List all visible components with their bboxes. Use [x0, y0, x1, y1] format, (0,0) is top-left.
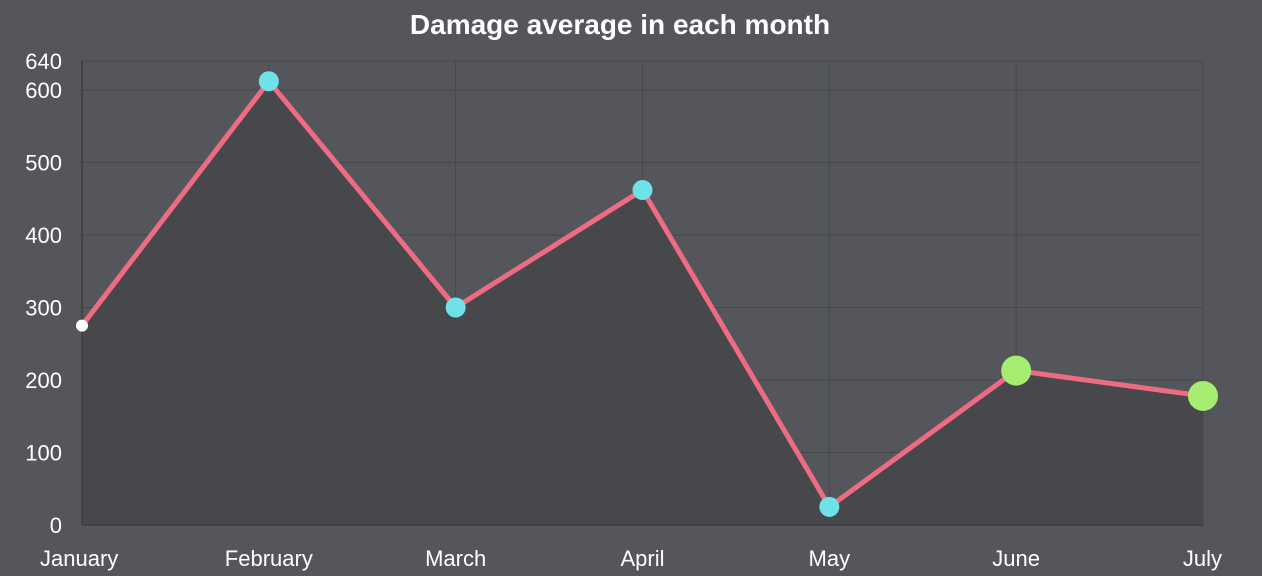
y-tick-label: 600: [25, 78, 62, 103]
x-tick-label: April: [620, 546, 664, 571]
y-tick-label: 640: [25, 49, 62, 74]
x-tick-label: July: [1183, 546, 1222, 571]
data-point-april: [632, 180, 653, 201]
y-tick-label: 100: [25, 441, 62, 466]
y-tick-label: 400: [25, 223, 62, 248]
data-point-july: [1188, 380, 1218, 411]
chart-title: Damage average in each month: [410, 9, 830, 40]
y-tick-label: 200: [25, 368, 62, 393]
y-tick-label: 300: [25, 296, 62, 321]
x-tick-label: March: [425, 546, 486, 571]
data-point-may: [819, 496, 840, 517]
y-tick-label: 0: [50, 513, 62, 538]
y-axis-tick-labels: 0 100 200 300 400 500 600 640: [25, 49, 62, 538]
axes: [81, 61, 1203, 526]
x-tick-label: February: [225, 546, 313, 571]
data-points: [76, 71, 1218, 517]
data-point-january: [76, 319, 88, 332]
data-point-february: [258, 71, 279, 92]
x-axis-tick-labels: January February March April May June July: [40, 546, 1222, 571]
data-point-march: [445, 297, 466, 318]
x-tick-label: May: [809, 546, 851, 571]
x-tick-label: June: [992, 546, 1040, 571]
data-point-june: [1001, 355, 1032, 386]
series-area-fill: [82, 81, 1203, 526]
y-tick-label: 500: [25, 151, 62, 176]
x-tick-label: January: [40, 546, 118, 571]
